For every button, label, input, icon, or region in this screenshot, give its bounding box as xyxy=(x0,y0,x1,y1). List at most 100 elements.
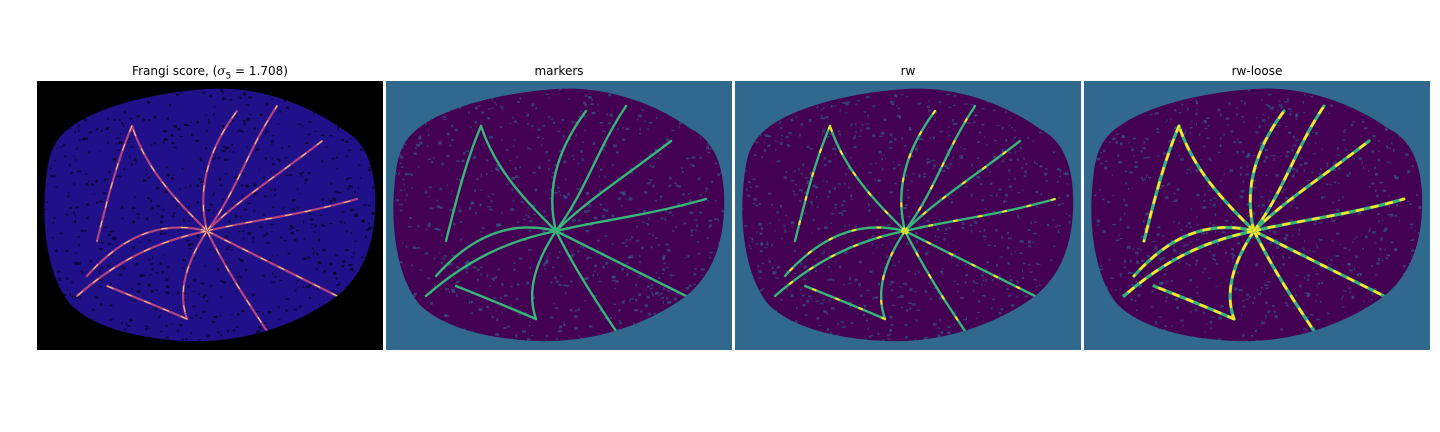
texture-speck xyxy=(399,203,403,206)
texture-speck xyxy=(307,256,311,259)
texture-speck xyxy=(1017,158,1019,162)
texture-speck xyxy=(93,193,95,195)
texture-speck xyxy=(802,163,805,166)
texture-speck xyxy=(556,331,561,333)
texture-speck xyxy=(262,176,266,179)
texture-speck xyxy=(314,224,317,228)
texture-speck xyxy=(1269,105,1271,108)
texture-speck xyxy=(604,175,606,179)
texture-speck xyxy=(656,117,658,119)
texture-speck xyxy=(1193,257,1195,259)
texture-speck xyxy=(662,256,666,259)
texture-speck xyxy=(897,340,900,342)
texture-speck xyxy=(1209,320,1213,324)
texture-speck xyxy=(148,119,151,122)
texture-speck xyxy=(834,207,837,209)
texture-speck xyxy=(1417,232,1420,235)
texture-speck xyxy=(1015,296,1019,298)
texture-speck xyxy=(129,117,133,120)
texture-speck xyxy=(714,200,717,202)
texture-speck xyxy=(1303,328,1305,330)
texture-speck xyxy=(1251,236,1254,239)
texture-speck xyxy=(981,123,985,126)
texture-speck xyxy=(867,114,869,118)
texture-speck xyxy=(293,308,298,311)
texture-speck xyxy=(1283,189,1286,191)
texture-speck xyxy=(821,133,823,136)
texture-speck xyxy=(571,253,575,256)
texture-speck xyxy=(932,322,937,326)
texture-speck xyxy=(1343,290,1347,292)
texture-speck xyxy=(147,176,151,179)
texture-speck xyxy=(1203,268,1207,270)
texture-speck xyxy=(238,258,241,261)
texture-speck xyxy=(941,273,944,275)
texture-speck xyxy=(77,170,81,173)
texture-speck xyxy=(313,112,315,115)
texture-speck xyxy=(899,286,902,288)
texture-speck xyxy=(637,114,642,118)
texture-speck xyxy=(404,199,407,201)
texture-speck xyxy=(938,101,942,103)
texture-speck xyxy=(977,141,980,143)
texture-speck xyxy=(1033,232,1037,235)
texture-speck xyxy=(236,326,239,328)
texture-speck xyxy=(278,159,281,163)
texture-speck xyxy=(998,312,1002,314)
texture-speck xyxy=(900,94,904,96)
texture-speck xyxy=(235,290,238,293)
texture-speck xyxy=(1301,253,1306,255)
texture-speck xyxy=(1212,254,1216,257)
texture-speck xyxy=(244,208,248,211)
texture-speck xyxy=(1202,206,1207,209)
texture-speck xyxy=(233,176,237,178)
texture-speck xyxy=(503,294,508,297)
texture-speck xyxy=(1407,200,1410,202)
texture-speck xyxy=(872,252,875,254)
texture-speck xyxy=(1136,248,1140,250)
texture-speck xyxy=(796,306,798,310)
texture-speck xyxy=(1204,127,1208,130)
texture-speck xyxy=(495,167,499,171)
texture-speck xyxy=(189,184,192,188)
texture-speck xyxy=(537,128,541,131)
texture-speck xyxy=(242,195,244,199)
texture-speck xyxy=(889,191,894,194)
texture-speck xyxy=(904,204,908,206)
texture-speck xyxy=(486,274,489,276)
texture-speck xyxy=(714,162,717,165)
texture-speck xyxy=(1242,150,1245,154)
texture-speck xyxy=(181,338,184,341)
texture-speck xyxy=(73,220,77,224)
texture-speck xyxy=(878,179,882,181)
texture-speck xyxy=(320,198,325,201)
texture-speck xyxy=(550,118,553,120)
texture-speck xyxy=(123,111,126,114)
texture-speck xyxy=(240,259,244,262)
texture-speck xyxy=(662,257,665,261)
texture-speck xyxy=(336,284,340,286)
texture-speck xyxy=(257,326,262,329)
texture-speck xyxy=(98,285,102,288)
texture-speck xyxy=(337,152,339,155)
texture-speck xyxy=(1220,305,1224,308)
vessel xyxy=(479,124,558,233)
texture-speck xyxy=(314,232,316,234)
texture-speck xyxy=(1214,213,1217,217)
texture-speck xyxy=(1392,149,1395,152)
texture-speck xyxy=(499,105,503,107)
texture-speck xyxy=(141,118,144,120)
texture-speck xyxy=(1050,259,1053,262)
texture-speck xyxy=(88,151,91,154)
texture-speck xyxy=(657,244,660,246)
texture-speck xyxy=(660,297,665,299)
texture-speck xyxy=(835,261,837,264)
texture-speck xyxy=(565,291,567,295)
texture-speck xyxy=(1333,163,1337,166)
texture-speck xyxy=(1341,214,1344,217)
texture-speck xyxy=(89,260,92,263)
texture-speck xyxy=(1265,174,1268,176)
texture-speck xyxy=(57,270,61,273)
texture-speck xyxy=(1289,219,1293,222)
texture-speck xyxy=(489,285,491,287)
